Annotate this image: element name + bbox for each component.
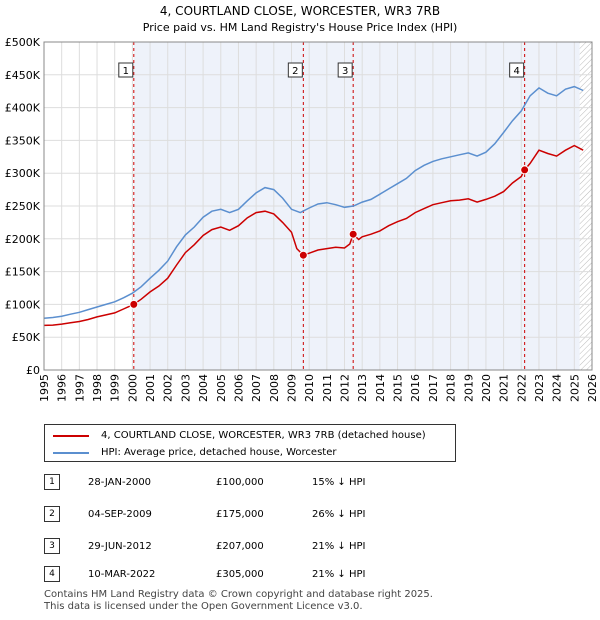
x-tick-label: 2003 — [179, 374, 192, 402]
plot-border — [43, 41, 593, 371]
sale-marker-box — [337, 62, 353, 78]
legend-swatch-property — [53, 434, 89, 437]
sale-marker-box — [287, 62, 303, 78]
x-tick-label: 2021 — [498, 374, 511, 402]
hpi-line — [43, 85, 584, 319]
chart-title: 4, COURTLAND CLOSE, WORCESTER, WR3 7RB — [160, 4, 440, 18]
y-tick-label: £400K — [5, 102, 41, 115]
price-chart: 4, COURTLAND CLOSE, WORCESTER, WR3 7RB P… — [5, 4, 599, 402]
legend-swatch-hpi — [53, 451, 89, 454]
sale-price: £175,000 — [216, 509, 264, 520]
sale-date: 28-JAN-2000 — [88, 477, 152, 488]
x-tick-label: 2024 — [551, 374, 564, 402]
legend: 4, COURTLAND CLOSE, WORCESTER, WR3 7RB (… — [44, 424, 456, 462]
chart-subtitle: Price paid vs. HM Land Registry's House … — [143, 21, 458, 34]
x-tick-label: 2010 — [303, 374, 316, 402]
y-tick-label: £250K — [5, 200, 41, 213]
x-tick-label: 2007 — [250, 374, 263, 402]
x-tick-label: 1997 — [73, 374, 86, 402]
sale-marker-box — [509, 62, 525, 78]
x-tick-label: 2002 — [162, 374, 175, 402]
plot-area: £0 £50K £100K £150K £200K £250K £300K £350K £400… — [5, 36, 599, 402]
sale-number: 3 — [44, 538, 60, 554]
sale-marker-label: 4 — [513, 66, 519, 77]
sale-date: 04-SEP-2009 — [88, 509, 152, 520]
sale-point — [520, 165, 530, 175]
x-tick-label: 2009 — [285, 374, 298, 402]
sale-number: 1 — [44, 474, 60, 490]
x-tick-label: 2018 — [445, 374, 458, 402]
x-tick-label: 2017 — [427, 374, 440, 402]
x-tick-label: 1996 — [56, 374, 69, 402]
y-tick-label: £200K — [5, 233, 41, 246]
x-tick-label: 2006 — [232, 374, 245, 402]
y-tick-label: £300K — [5, 167, 41, 180]
x-tick-label: 2015 — [392, 374, 405, 402]
y-tick-label: £350K — [5, 134, 41, 147]
footer-line-1: Contains HM Land Registry data © Crown c… — [44, 589, 433, 600]
x-tick-label: 2005 — [215, 374, 228, 402]
legend-label-hpi: HPI: Average price, detached house, Worc… — [101, 447, 337, 458]
footer-line-2: This data is licensed under the Open Gov… — [44, 601, 363, 612]
x-tick-label: 2011 — [321, 374, 334, 402]
x-tick-label: 1999 — [109, 374, 122, 402]
property-price-line — [43, 144, 584, 327]
sale-marker-box — [118, 62, 134, 78]
sale-point — [129, 299, 139, 309]
x-tick-label: 2016 — [409, 374, 422, 402]
y-tick-label: £0 — [26, 364, 40, 377]
sale-marker-label: 3 — [342, 66, 348, 77]
x-tick-label: 2020 — [480, 374, 493, 402]
y-tick-label: £500K — [5, 36, 41, 49]
footer-attribution: Contains HM Land Registry data © Crown c… — [44, 589, 433, 613]
sale-price: £207,000 — [216, 541, 264, 552]
x-tick-label: 1998 — [91, 374, 104, 402]
sale-hpi-diff: 21% ↓ HPI — [312, 569, 366, 580]
x-tick-label: 2004 — [197, 374, 210, 402]
y-tick-label: £50K — [12, 331, 41, 344]
sale-price: £305,000 — [216, 569, 264, 580]
sale-hpi-diff: 15% ↓ HPI — [312, 477, 366, 488]
sale-number: 2 — [44, 506, 60, 522]
x-tick-label: 2022 — [515, 374, 528, 402]
x-tick-label: 2014 — [374, 374, 387, 402]
x-tick-label: 1995 — [38, 374, 51, 402]
legend-label-property: 4, COURTLAND CLOSE, WORCESTER, WR3 7RB (… — [101, 430, 426, 441]
x-tick-label: 2023 — [533, 374, 546, 402]
x-tick-label: 2025 — [568, 374, 581, 402]
sale-price: £100,000 — [216, 477, 264, 488]
x-tick-label: 2008 — [268, 374, 281, 402]
y-tick-label: £150K — [5, 266, 41, 279]
x-tick-label: 2001 — [144, 374, 157, 402]
legend-item-property: 4, COURTLAND CLOSE, WORCESTER, WR3 7RB (… — [53, 430, 426, 441]
sale-marker-label: 1 — [123, 66, 129, 77]
x-tick-label: 2000 — [126, 374, 139, 402]
y-tick-label: £100K — [5, 298, 41, 311]
x-tick-label: 2019 — [462, 374, 475, 402]
sale-hpi-diff: 21% ↓ HPI — [312, 541, 366, 552]
sale-date: 29-JUN-2012 — [88, 541, 152, 552]
sale-date: 10-MAR-2022 — [88, 569, 156, 580]
sale-point — [348, 229, 358, 239]
sale-marker-label: 2 — [292, 66, 298, 77]
x-tick-label: 2026 — [586, 374, 599, 402]
sale-number: 4 — [44, 566, 60, 582]
x-tick-label: 2012 — [339, 374, 352, 402]
x-tick-label: 2013 — [356, 374, 369, 402]
sale-point — [298, 250, 308, 260]
sale-hpi-diff: 26% ↓ HPI — [312, 509, 366, 520]
legend-item-hpi: HPI: Average price, detached house, Worc… — [53, 447, 336, 458]
y-tick-label: £450K — [5, 69, 41, 82]
